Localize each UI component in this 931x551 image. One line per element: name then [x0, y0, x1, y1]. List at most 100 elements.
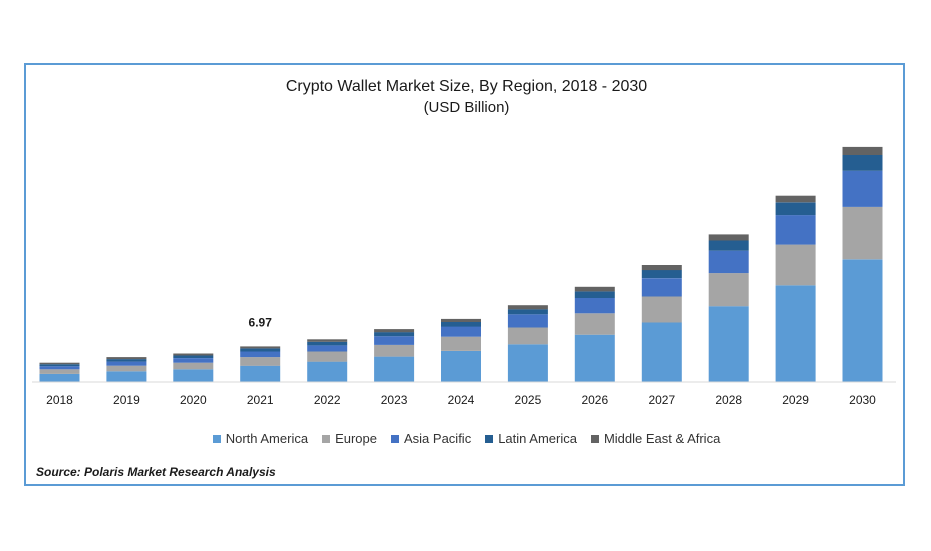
data-labels: 6.97	[249, 315, 273, 329]
x-tick-label-2024: 2024	[448, 393, 475, 407]
bar-2021-series-4	[240, 346, 281, 349]
bar-2018-series-3	[39, 364, 80, 367]
legend-label-4: Middle East & Africa	[603, 431, 721, 446]
bar-2025-series-0	[507, 344, 548, 382]
bar-2020-series-3	[173, 355, 214, 358]
bar-2020-series-1	[173, 362, 214, 370]
bar-2027-series-3	[641, 270, 682, 279]
bar-2028-series-4	[708, 234, 749, 241]
bar-2018-series-2	[39, 366, 80, 370]
bar-2024-series-2	[441, 326, 481, 337]
bar-2026-series-2	[574, 298, 615, 314]
bar-2027-series-0	[641, 322, 682, 382]
bar-2022-series-3	[307, 341, 348, 346]
bar-2023-series-0	[374, 356, 415, 382]
bar-2019-series-3	[106, 359, 147, 362]
legend-swatch-3	[485, 434, 494, 443]
bar-2022-series-4	[307, 339, 348, 342]
bar-2026-series-4	[574, 286, 615, 292]
x-tick-labels: 2018 2019 2020 2021 2022 2023 2024 2025 2026 2027…	[46, 393, 876, 407]
legend-label-2: Asia Pacific	[404, 431, 472, 446]
legend-swatch-1	[322, 434, 331, 443]
bar-2024-series-3	[441, 322, 481, 327]
bar-2021-series-3	[240, 348, 281, 352]
x-tick-label-2023: 2023	[381, 393, 408, 407]
legend-label-3: Latin America	[498, 431, 577, 446]
x-tick-label-2019: 2019	[113, 393, 140, 407]
bar-2029-series-3	[775, 202, 816, 216]
bar-2021-series-2	[240, 351, 281, 358]
bar-2025-series-4	[507, 305, 548, 310]
x-tick-label-2029: 2029	[782, 393, 809, 407]
x-tick-label-2028: 2028	[715, 393, 742, 407]
bar-2030-series-4	[842, 146, 883, 155]
legend-item-1: Europe	[322, 431, 377, 446]
legend-label-0: North America	[225, 431, 309, 446]
bar-2018-series-4	[39, 362, 80, 365]
bar-2030-series-2	[842, 170, 883, 207]
legend-item-2: Asia Pacific	[391, 431, 471, 446]
bar-2023-series-4	[374, 329, 415, 333]
bar-2025-series-1	[507, 327, 548, 345]
x-tick-label-2027: 2027	[648, 393, 675, 407]
bar-2026-series-3	[574, 291, 615, 298]
legend-swatch-4	[590, 434, 599, 443]
bar-2028-series-1	[708, 273, 749, 307]
bar-2024-series-4	[441, 318, 481, 322]
chart-plot: 2018 2019 2020 2021 2022 2023 2024 2025 2026 2027…	[32, 146, 896, 407]
x-tick-label-2018: 2018	[46, 393, 73, 407]
legend: North America Europe Asia Pacific Latin Ame…	[26, 431, 907, 446]
legend-label-1: Europe	[335, 431, 377, 446]
chart-frame: Crypto Wallet Market Size, By Region, 20…	[24, 63, 905, 486]
bar-2019-series-1	[106, 365, 147, 372]
bar-2028-series-2	[708, 250, 749, 274]
x-tick-label-2020: 2020	[180, 393, 207, 407]
bar-2023-series-1	[374, 344, 415, 357]
bar-2029-series-2	[775, 215, 816, 245]
legend-swatch-0	[212, 434, 221, 443]
bar-2022-series-1	[307, 351, 348, 362]
legend-item-3: Latin America	[485, 431, 577, 446]
bar-2027-series-4	[641, 265, 682, 271]
bar-2030-series-0	[842, 259, 883, 382]
bar-2021-series-1	[240, 357, 281, 366]
legend-item-4: Middle East & Africa	[590, 431, 721, 446]
bar-2029-series-0	[775, 285, 816, 382]
bar-2023-series-3	[374, 332, 415, 337]
bar-2026-series-1	[574, 313, 615, 335]
bar-2025-series-2	[507, 314, 548, 328]
bar-2021-series-0	[240, 365, 281, 382]
bar-2019-series-0	[106, 371, 147, 382]
x-tick-label-2026: 2026	[581, 393, 608, 407]
bar-2029-series-1	[775, 244, 816, 286]
legend-swatch-2	[391, 434, 399, 443]
bar-2024-series-1	[441, 336, 481, 351]
chart-title: Crypto Wallet Market Size, By Region, 20…	[285, 78, 648, 95]
bar-2020-series-2	[173, 358, 214, 363]
source-note: Source: Polaris Market Research Analysis	[36, 465, 276, 479]
bar-2027-series-2	[641, 278, 682, 297]
bar-2020-series-4	[173, 353, 214, 356]
bar-2026-series-0	[574, 334, 615, 382]
data-label-2021: 6.97	[249, 315, 273, 329]
bar-2027-series-1	[641, 296, 682, 323]
bar-2022-series-2	[307, 345, 348, 352]
bar-2030-series-1	[842, 206, 883, 260]
bar-2019-series-2	[106, 361, 147, 366]
x-tick-label-2025: 2025	[515, 393, 542, 407]
bars-group	[39, 146, 883, 382]
bar-2028-series-3	[708, 240, 749, 251]
bar-2024-series-0	[441, 351, 481, 382]
bar-2023-series-2	[374, 336, 415, 345]
bar-2029-series-4	[775, 195, 816, 203]
bar-2018-series-0	[39, 373, 80, 382]
bar-2018-series-1	[39, 369, 80, 374]
x-tick-label-2030: 2030	[849, 393, 876, 407]
bar-2019-series-4	[106, 357, 147, 360]
bar-2022-series-0	[307, 361, 348, 382]
bar-2025-series-3	[507, 309, 548, 315]
bar-2028-series-0	[708, 306, 749, 382]
chart-subtitle: (USD Billion)	[423, 99, 510, 116]
x-tick-label-2022: 2022	[314, 393, 341, 407]
legend-item-0: North America	[212, 431, 309, 446]
